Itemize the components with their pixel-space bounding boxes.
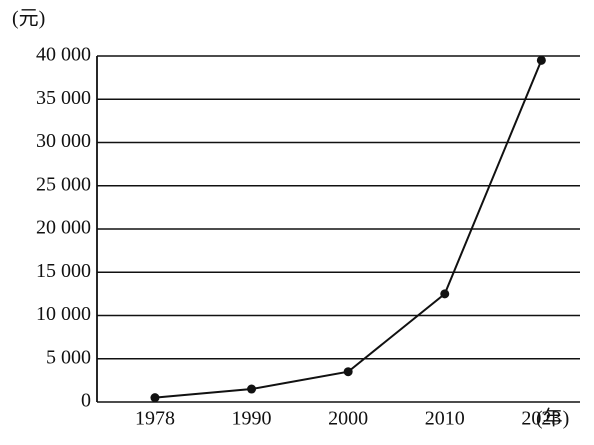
x-tick-label: 1978 [135, 408, 175, 430]
y-tick-label: 35 000 [36, 87, 91, 109]
x-axis-label: (年) [536, 407, 569, 430]
x-tick-label: 2010 [425, 408, 465, 430]
y-tick-label: 25 000 [36, 173, 91, 195]
data-point [247, 384, 257, 394]
y-tick-label: 20 000 [36, 217, 91, 239]
x-tick-label: 2000 [328, 408, 368, 430]
y-axis-label: (元) [12, 8, 45, 30]
y-tick-label: 15 000 [36, 260, 91, 282]
data-point [150, 393, 160, 403]
y-tick-label: 30 000 [36, 130, 91, 152]
data-point [343, 367, 353, 377]
x-tick-label: 2023 [521, 408, 561, 430]
y-tick-label: 5 000 [46, 346, 91, 368]
y-tick-label: 10 000 [36, 303, 91, 325]
data-point [536, 55, 546, 65]
data-point [440, 289, 450, 299]
y-tick-label: 0 [81, 390, 91, 412]
x-tick-label: 1990 [232, 408, 272, 430]
y-tick-label: 40 000 [36, 44, 91, 66]
